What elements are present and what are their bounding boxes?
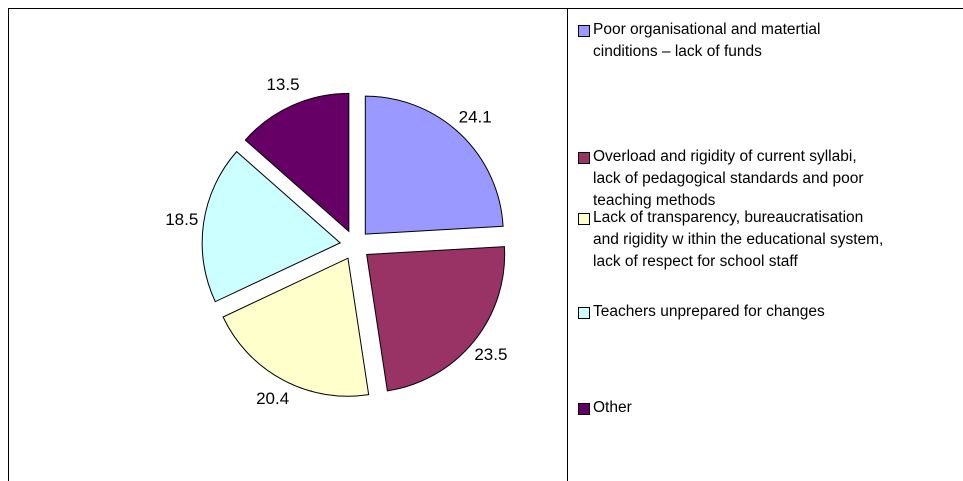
legend-swatch (578, 403, 590, 415)
pie-slice (366, 246, 506, 392)
data-label: 13.5 (266, 75, 299, 94)
data-label: 23.5 (474, 345, 507, 364)
pie-slice (244, 92, 350, 233)
legend-label: Other (593, 399, 632, 416)
data-label: 18.5 (165, 210, 198, 229)
data-label: 20.4 (256, 389, 289, 408)
legend-label: Teachers unprepared for changes (593, 303, 825, 320)
legend-swatch (578, 25, 590, 37)
legend-swatch (578, 307, 590, 319)
legend-swatch (578, 213, 590, 225)
pie-slice (201, 150, 342, 303)
legend-label: Overload and rigidity of current syllabi… (593, 148, 864, 209)
pie-slice (364, 95, 504, 235)
legend-swatch (578, 152, 590, 164)
legend-label: Poor organisational and matertial cindit… (593, 21, 821, 60)
pie-slice (222, 257, 370, 397)
legend-label: Lack of transparency, bureaucratisation … (593, 209, 884, 270)
data-label: 24.1 (459, 107, 492, 126)
